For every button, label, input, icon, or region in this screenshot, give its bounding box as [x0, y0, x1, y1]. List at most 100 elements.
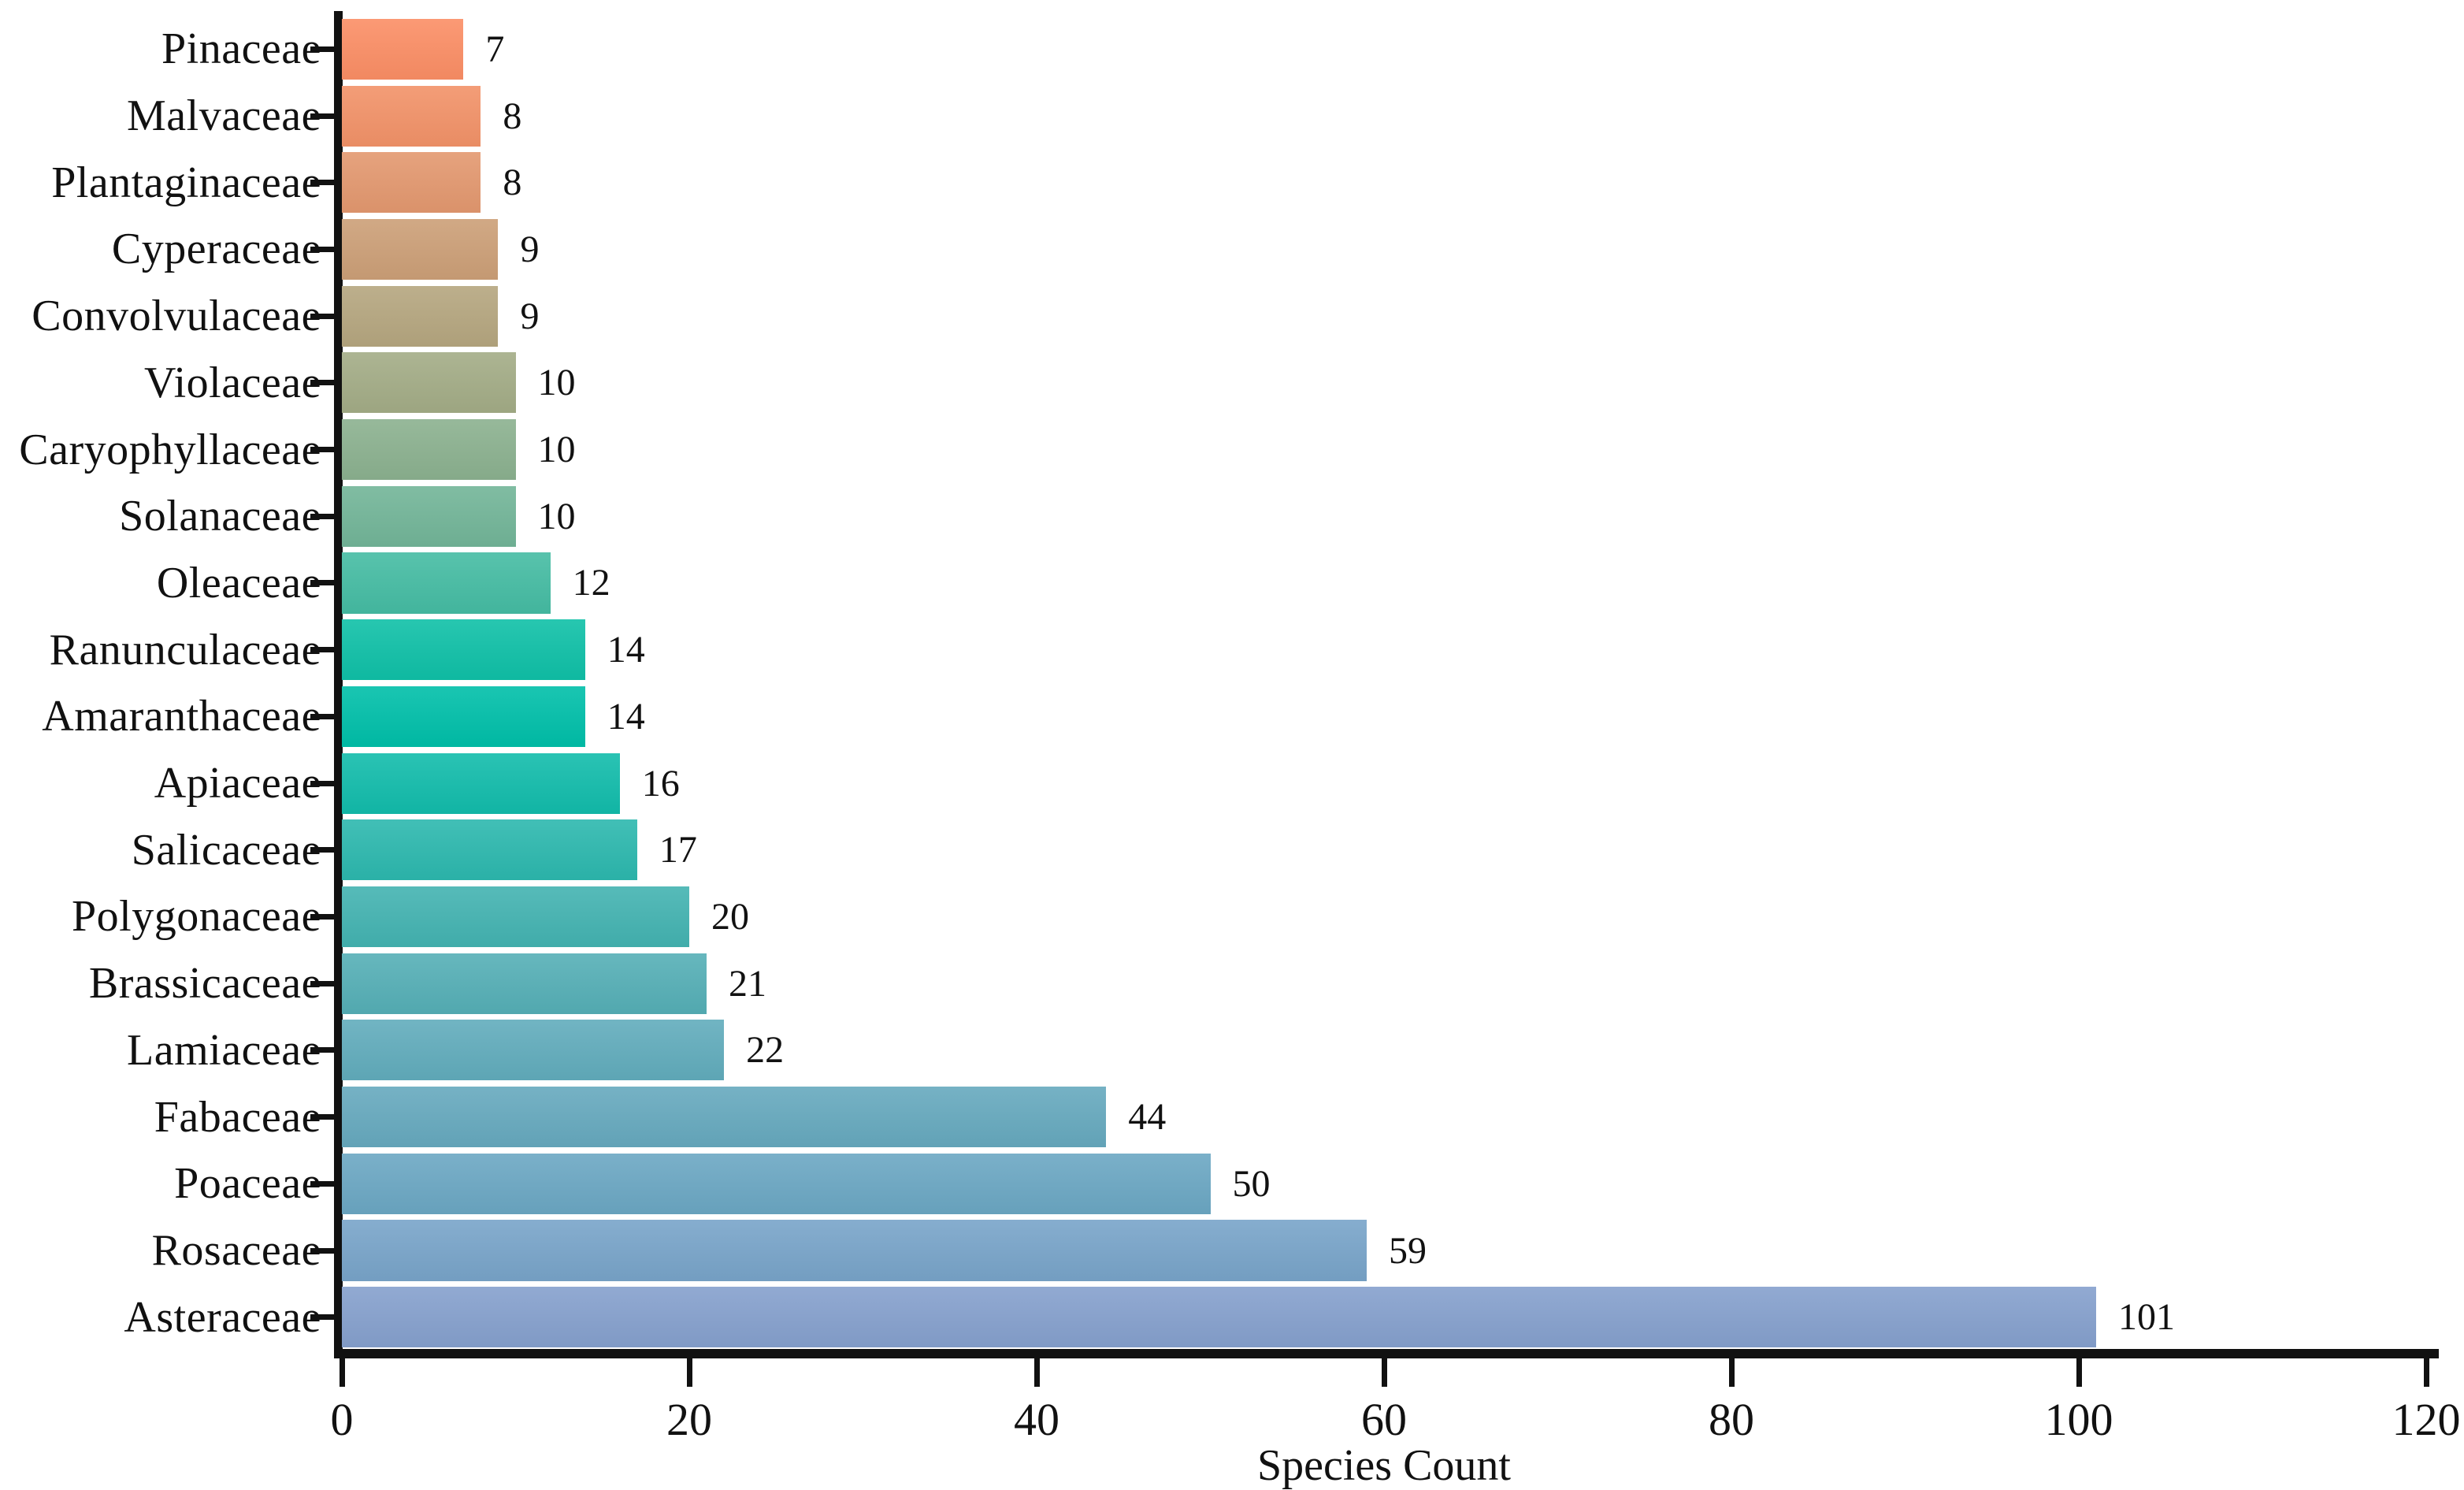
bar [342, 1287, 2097, 1348]
bar [342, 1153, 1211, 1214]
category-label: Fabaceae [154, 1092, 321, 1142]
bar-row: 7 [342, 16, 2453, 83]
x-tick-label: 60 [1361, 1394, 1407, 1445]
bar [342, 1220, 1367, 1281]
value-label: 8 [503, 162, 522, 204]
y-axis-spine [334, 11, 343, 1357]
y-tick [310, 683, 342, 750]
y-tick [310, 1217, 342, 1284]
value-label: 50 [1232, 1162, 1271, 1205]
category-label: Solanaceae [119, 492, 321, 541]
category-label: Convolvulaceae [32, 292, 321, 341]
bar [342, 552, 551, 614]
bar-row: 10 [342, 350, 2453, 417]
y-tick-mark [310, 447, 342, 453]
value-label: 10 [537, 362, 576, 404]
bar-row: 101 [342, 1284, 2453, 1351]
value-label: 101 [2118, 1296, 2176, 1339]
category-label: Cyperaceae [111, 225, 321, 274]
y-tick [310, 483, 342, 550]
y-tick-mark [310, 180, 342, 186]
y-tick-mark [310, 713, 342, 719]
value-label: 14 [607, 629, 645, 671]
category-label: Ranunculaceae [49, 625, 321, 674]
y-tick [310, 1083, 342, 1150]
value-label: 21 [729, 962, 767, 1005]
bar-row: 8 [342, 83, 2453, 150]
bar [342, 819, 637, 881]
bar [342, 218, 499, 280]
x-tick-label: 20 [666, 1394, 712, 1445]
y-tick-mark [310, 1314, 342, 1321]
x-tick-mark [1382, 1358, 1387, 1387]
bar [342, 352, 516, 414]
category-label: Lamiaceae [127, 1025, 321, 1075]
y-tick [310, 416, 342, 483]
bar [342, 953, 707, 1014]
category-label: Pinaceae [161, 24, 321, 74]
category-label: Asteraceae [124, 1292, 321, 1342]
bar-row: 21 [342, 950, 2453, 1017]
bar [342, 85, 481, 147]
bar-row: 14 [342, 616, 2453, 683]
bar [342, 1087, 1107, 1148]
y-tick-mark [310, 113, 342, 119]
category-label: Violaceae [144, 358, 321, 407]
bar-row: 9 [342, 216, 2453, 283]
y-tick-mark [310, 1180, 342, 1187]
y-tick-mark [310, 380, 342, 386]
bar-row: 16 [342, 750, 2453, 817]
y-tick [310, 1017, 342, 1084]
y-axis-category-labels: Pinaceae Malvaceae Plantaginaceae Cyperacea… [0, 16, 321, 1351]
category-label: Amaranthaceae [42, 692, 321, 741]
y-tick-mark [310, 647, 342, 653]
bar [342, 152, 481, 214]
y-tick [310, 350, 342, 417]
x-tick-mark [2076, 1358, 2082, 1387]
bar [342, 686, 585, 747]
category-label: Poaceae [174, 1159, 321, 1209]
value-label: 16 [641, 762, 680, 804]
y-tick-mark [310, 513, 342, 519]
y-tick-mark [310, 313, 342, 319]
x-tick-label: 0 [330, 1394, 354, 1445]
y-tick [310, 16, 342, 83]
bars-area: 7 8 8 9 9 10 10 10 12 14 14 16 17 20 21 22 44 50 59 101 [342, 16, 2453, 1351]
y-tick [310, 950, 342, 1017]
value-label: 8 [503, 95, 522, 137]
bar-row: 9 [342, 283, 2453, 350]
value-label: 9 [520, 295, 540, 337]
bar-row: 50 [342, 1150, 2453, 1217]
y-tick-mark [310, 1247, 342, 1254]
bar-row: 8 [342, 149, 2453, 216]
bar [342, 886, 689, 948]
y-tick-mark [310, 980, 342, 987]
category-label: Polygonaceae [72, 892, 321, 942]
x-axis-title: Species Count [1257, 1441, 1511, 1490]
bar-row: 12 [342, 550, 2453, 617]
bar-row: 44 [342, 1083, 2453, 1150]
bar [342, 419, 516, 481]
y-tick-mark [310, 1114, 342, 1120]
y-tick [310, 816, 342, 883]
y-tick [310, 1284, 342, 1351]
bar-row: 20 [342, 883, 2453, 950]
y-tick-mark [310, 913, 342, 920]
y-tick-mark [310, 246, 342, 252]
value-label: 17 [659, 829, 697, 871]
x-tick-mark [687, 1358, 692, 1387]
category-label: Plantaginaceae [51, 158, 321, 207]
value-label: 9 [520, 228, 540, 270]
y-tick [310, 216, 342, 283]
x-tick-mark [1034, 1358, 1040, 1387]
y-tick-mark [310, 1047, 342, 1053]
bar [342, 18, 464, 80]
y-tick [310, 883, 342, 950]
bar-row: 22 [342, 1017, 2453, 1084]
y-axis-tick-marks [310, 16, 342, 1351]
value-label: 44 [1128, 1096, 1167, 1139]
value-label: 20 [711, 895, 749, 938]
category-label: Malvaceae [127, 91, 321, 141]
value-label: 12 [572, 562, 610, 604]
